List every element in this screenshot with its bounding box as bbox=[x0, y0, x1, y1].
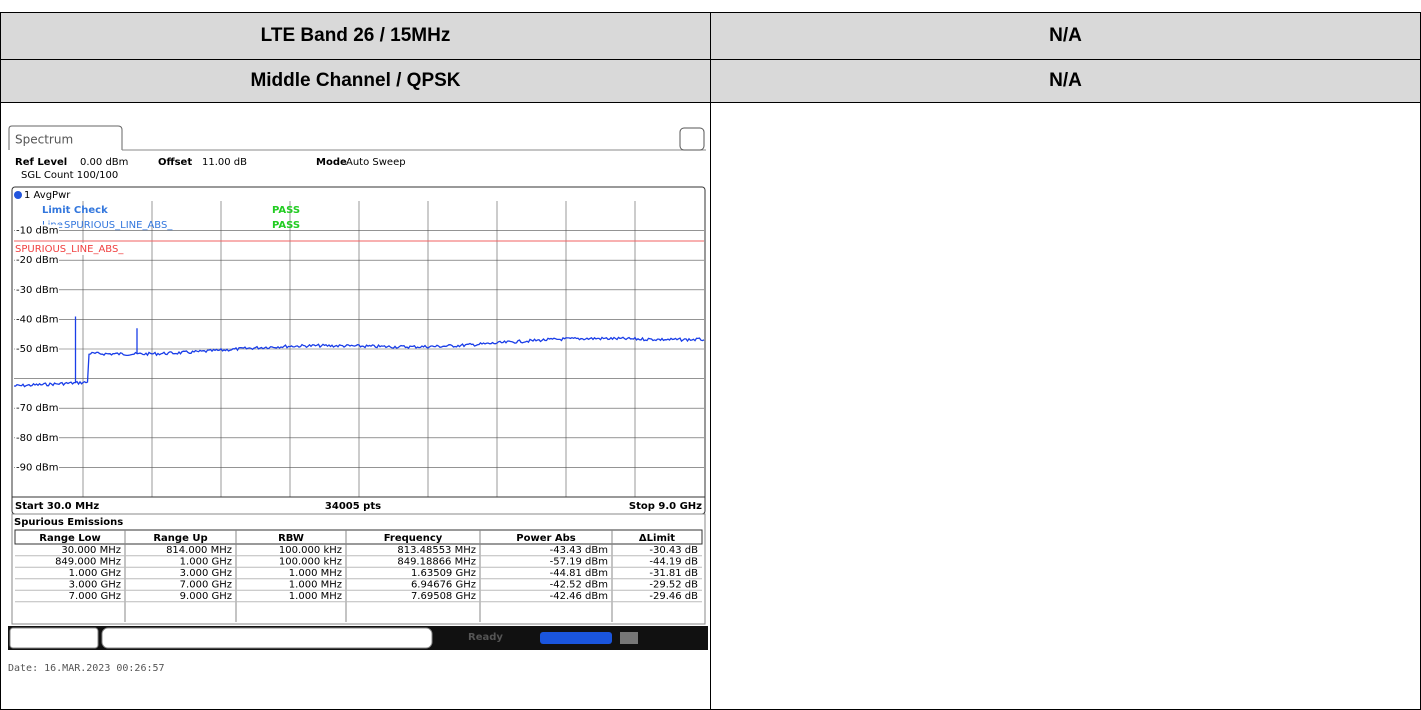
trace-label: 1 AvgPwr bbox=[24, 190, 71, 201]
cell: -44.19 dB bbox=[649, 557, 698, 568]
stop: Stop 9.0 GHz bbox=[629, 501, 702, 512]
y-label: -20 dBm bbox=[16, 255, 58, 266]
cell: 6.94676 GHz bbox=[411, 580, 476, 591]
cell: LTE Band 26 / 15MHz bbox=[0, 12, 711, 60]
label-bg bbox=[15, 461, 59, 474]
cell: 7.000 GHz bbox=[180, 580, 232, 591]
cell: -57.19 dBm bbox=[550, 557, 608, 568]
y-label: -80 dBm bbox=[16, 433, 58, 444]
y-label: -30 dBm bbox=[16, 285, 58, 296]
tab bbox=[8, 125, 123, 150]
limit-check: Limit Check bbox=[42, 205, 108, 216]
cell: N/A bbox=[710, 59, 1421, 103]
sgl-count: SGL Count 100/100 bbox=[21, 170, 118, 181]
label-bg bbox=[15, 402, 59, 415]
status: Ready bbox=[468, 632, 503, 643]
y-label: -10 dBm bbox=[16, 226, 58, 237]
cell: 1.000 MHz bbox=[289, 591, 342, 602]
input[interactable] bbox=[9, 627, 99, 649]
cell: 1.63509 GHz bbox=[411, 568, 476, 579]
label-bg bbox=[15, 254, 59, 267]
cell: 814.000 MHz bbox=[166, 545, 232, 556]
cell: -29.52 dB bbox=[649, 580, 698, 591]
cell: -30.43 dB bbox=[649, 545, 698, 556]
value: Auto Sweep bbox=[346, 157, 406, 168]
cell: 100.000 kHz bbox=[279, 557, 342, 568]
column-header: ΔLimit bbox=[639, 533, 675, 544]
cell: 849.000 MHz bbox=[55, 557, 121, 568]
input[interactable] bbox=[101, 627, 433, 649]
cell: N/A bbox=[710, 12, 1421, 60]
cell: -31.81 dB bbox=[649, 568, 698, 579]
y-label: -70 dBm bbox=[16, 403, 58, 414]
start: Start 30.0 MHz bbox=[15, 501, 99, 512]
value: 0.00 dBm bbox=[80, 157, 128, 168]
cell: -42.46 dBm bbox=[550, 591, 608, 602]
column-header: Range Up bbox=[153, 533, 207, 544]
cell: 3.000 GHz bbox=[180, 568, 232, 579]
tab-label: Spectrum bbox=[15, 133, 73, 147]
column-header: Frequency bbox=[384, 533, 443, 544]
cell: 3.000 GHz bbox=[69, 580, 121, 591]
cell: 1.000 GHz bbox=[180, 557, 232, 568]
label-bg bbox=[15, 313, 59, 326]
diagram-frame bbox=[11, 186, 706, 515]
cell: -42.52 dBm bbox=[550, 580, 608, 591]
label-bg bbox=[15, 431, 59, 444]
y-label: -40 dBm bbox=[16, 314, 58, 325]
line-name: SPURIOUS_LINE_ABS_ bbox=[64, 220, 173, 231]
label: Mode bbox=[316, 157, 347, 168]
value: 11.00 dB bbox=[202, 157, 247, 168]
cell: 1.000 MHz bbox=[289, 568, 342, 579]
column-header: RBW bbox=[278, 533, 304, 544]
trace bbox=[13, 316, 705, 388]
label-bg bbox=[15, 343, 59, 355]
cell: 849.18866 MHz bbox=[397, 557, 476, 568]
trace-dot bbox=[14, 191, 22, 199]
cell: -29.46 dB bbox=[649, 591, 698, 602]
limit-result: PASS bbox=[272, 205, 300, 216]
table-title: Spurious Emissions bbox=[14, 517, 123, 528]
cell: 100.000 kHz bbox=[279, 545, 342, 556]
points: 34005 pts bbox=[325, 501, 381, 512]
label-bg bbox=[15, 224, 59, 237]
cell: 7.69508 GHz bbox=[411, 591, 476, 602]
cell: 30.000 MHz bbox=[61, 545, 121, 556]
cell: 9.000 GHz bbox=[180, 591, 232, 602]
column-header: Power Abs bbox=[516, 533, 576, 544]
cell: 813.48553 MHz bbox=[397, 545, 476, 556]
header-bg bbox=[14, 529, 703, 545]
label: Ref Level bbox=[15, 157, 67, 168]
menu-icon[interactable] bbox=[679, 127, 705, 151]
grid bbox=[14, 201, 704, 497]
date: Date: 16.MAR.2023 00:26:57 bbox=[8, 663, 165, 674]
cell: Middle Channel / QPSK bbox=[0, 59, 711, 103]
progress bbox=[540, 632, 612, 644]
cell: 7.000 GHz bbox=[69, 591, 121, 602]
label-bg bbox=[15, 283, 59, 296]
label-bg bbox=[14, 243, 144, 255]
icon bbox=[620, 632, 638, 644]
column-header: Range Low bbox=[39, 533, 100, 544]
limit-line-label: SPURIOUS_LINE_ABS_ bbox=[15, 244, 124, 255]
cell: 1.000 GHz bbox=[69, 568, 121, 579]
y-label: -50 dBm bbox=[16, 344, 58, 355]
label: Offset bbox=[158, 157, 192, 168]
spectrum-screen: Spectrum Ref Level 0.00 dBm Offset 11.00… bbox=[8, 125, 708, 674]
line-result: PASS bbox=[272, 220, 300, 231]
cell: 1.000 MHz bbox=[289, 580, 342, 591]
y-label: -90 dBm bbox=[16, 462, 58, 473]
cell: -43.43 dBm bbox=[550, 545, 608, 556]
cell bbox=[710, 102, 1421, 710]
cell: -44.81 dBm bbox=[550, 568, 608, 579]
